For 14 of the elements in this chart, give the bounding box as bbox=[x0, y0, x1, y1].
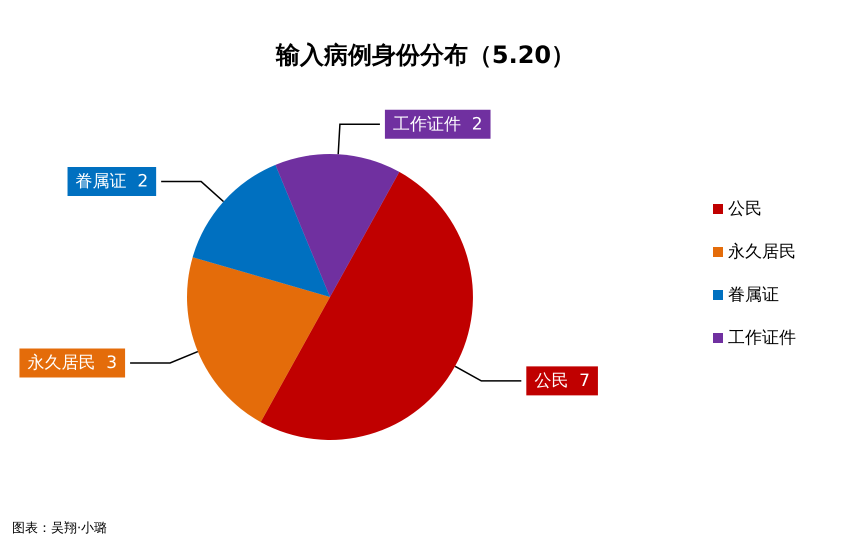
text: 图表：吴翔·小璐 bbox=[12, 521, 108, 536]
data-label: 3 bbox=[106, 353, 118, 374]
legend-label: 公民 bbox=[728, 199, 762, 219]
data-label: 2 bbox=[137, 172, 148, 192]
slice-label: 眷属证 bbox=[76, 172, 127, 192]
data-label: 2 bbox=[472, 114, 483, 134]
legend-label: 眷属证 bbox=[728, 285, 779, 305]
slice-label: 工作证件 bbox=[392, 114, 461, 134]
chart-title: 输入病例身份分布（5.20） bbox=[274, 41, 576, 69]
legend-label: 永久居民 bbox=[728, 242, 796, 262]
data-label: 7 bbox=[579, 370, 590, 391]
slice-label: 公民 bbox=[534, 370, 568, 391]
slice-label: 永久居民 bbox=[27, 353, 96, 374]
legend-label: 工作证件 bbox=[728, 328, 796, 348]
